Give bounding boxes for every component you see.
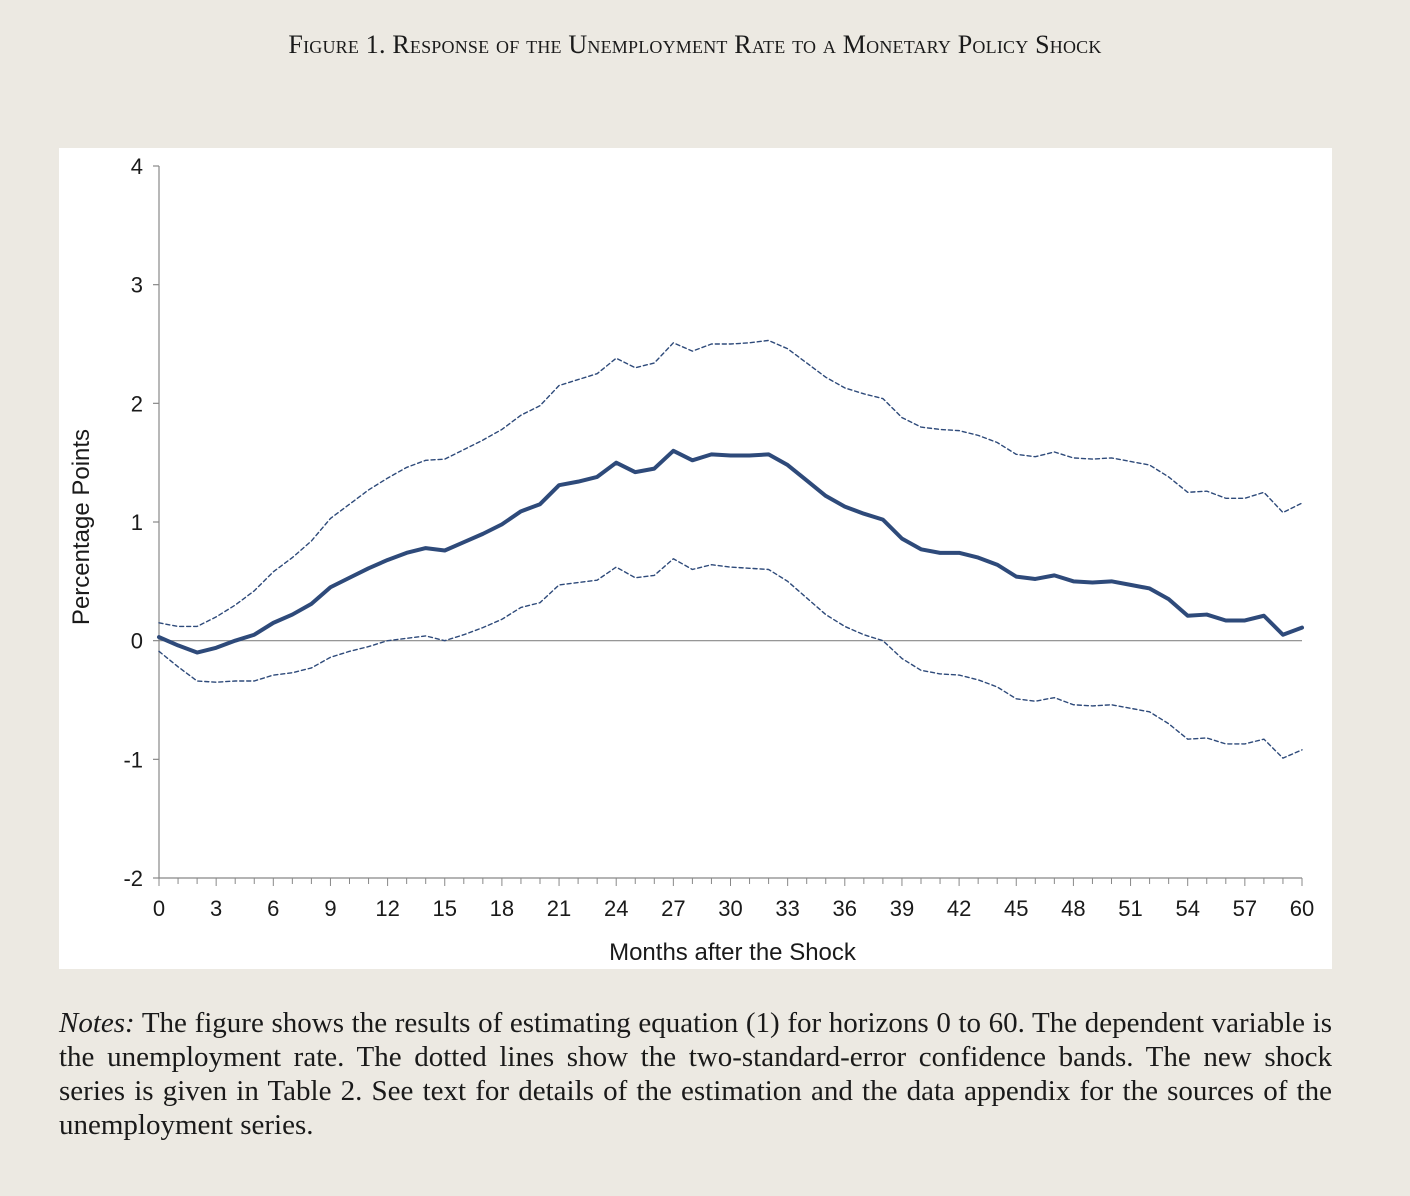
x-tick-label: 51 <box>1118 896 1142 921</box>
x-tick-label: 33 <box>775 896 799 921</box>
y-tick-label: 2 <box>131 391 143 416</box>
x-tick-label: 48 <box>1061 896 1085 921</box>
x-tick-label: 30 <box>718 896 742 921</box>
series-lower-band <box>158 558 1303 759</box>
notes-label: Notes: <box>59 1007 135 1039</box>
y-axis-label: Percentage Points <box>68 429 95 625</box>
x-tick-label: 60 <box>1290 896 1314 921</box>
chart-panel: -2 -1 0 1 2 3 4 0 3 6 9 12 15 18 21 24 27 30 33 36 39 42 45 48 5… <box>59 148 1332 969</box>
x-tick-label: 15 <box>433 896 457 921</box>
y-tick-label: -1 <box>123 747 143 772</box>
x-tick-label: 18 <box>490 896 514 921</box>
x-tick-label: 24 <box>604 896 628 921</box>
figure-notes: Notes: The figure shows the results of e… <box>59 1006 1332 1142</box>
x-tick-label: 6 <box>267 896 279 921</box>
y-tick-label: 3 <box>131 273 143 298</box>
x-tick-label: 57 <box>1233 896 1257 921</box>
x-tick-label: 3 <box>210 896 222 921</box>
y-tick-label: 1 <box>131 510 143 535</box>
series-point-estimate <box>157 448 1304 655</box>
y-tick-label: 4 <box>131 154 143 179</box>
y-tick-label: -2 <box>123 866 143 891</box>
x-axis-label: Months after the Shock <box>609 939 857 966</box>
x-tick-label: 39 <box>890 896 914 921</box>
x-tick-label: 45 <box>1004 896 1028 921</box>
notes-text: The figure shows the results of estimati… <box>59 1007 1332 1141</box>
series-upper-band <box>158 339 1303 628</box>
x-tick-label: 12 <box>375 896 399 921</box>
x-tick-label: 27 <box>661 896 685 921</box>
x-tick-label: 21 <box>547 896 571 921</box>
x-tick-label: 54 <box>1175 896 1199 921</box>
y-tick-label: 0 <box>131 629 143 654</box>
x-tick-label: 9 <box>324 896 336 921</box>
x-tick-label: 36 <box>833 896 857 921</box>
x-tick-label: 0 <box>153 896 165 921</box>
figure-title: Figure 1. Response of the Unemployment R… <box>288 30 1102 59</box>
x-tick-label: 42 <box>947 896 971 921</box>
